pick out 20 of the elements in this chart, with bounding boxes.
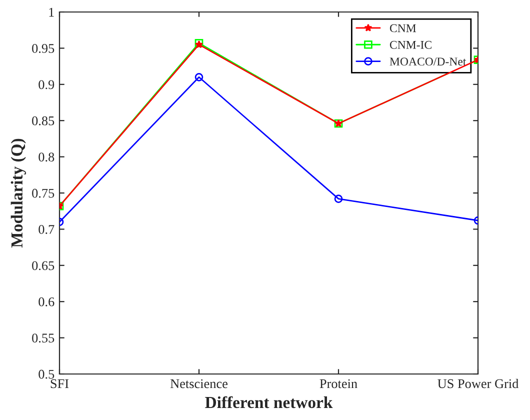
y-tick-label: 0.65	[32, 261, 54, 270]
y-tick-label: 0.85	[32, 116, 54, 126]
legend-label: CNM-IC	[390, 40, 432, 49]
y-tick-label: 0.55	[32, 334, 54, 343]
y-tick-label: 0.5	[38, 370, 54, 379]
y-tick-label: 0.6	[38, 297, 54, 306]
y-tick-label: 0.75	[32, 188, 54, 198]
x-tick-label: SFI	[50, 379, 69, 388]
y-tick-label: 0.9	[38, 80, 54, 90]
y-tick-label: 0.7	[38, 225, 54, 234]
y-tick-label: 0.95	[32, 44, 54, 53]
x-tick-label: US Power Grid	[438, 378, 519, 388]
y-tick-label: 1	[49, 8, 54, 17]
x-axis-title: Different network	[205, 396, 333, 408]
x-tick-label: Protein	[320, 379, 358, 388]
legend-label: CNM	[390, 24, 416, 32]
y-axis-title: Modularity (Q)	[10, 138, 26, 248]
legend-label: MOACO/D-Net	[390, 58, 466, 66]
x-tick-label: Netscience	[170, 379, 228, 388]
y-tick-label: 0.8	[38, 152, 54, 162]
